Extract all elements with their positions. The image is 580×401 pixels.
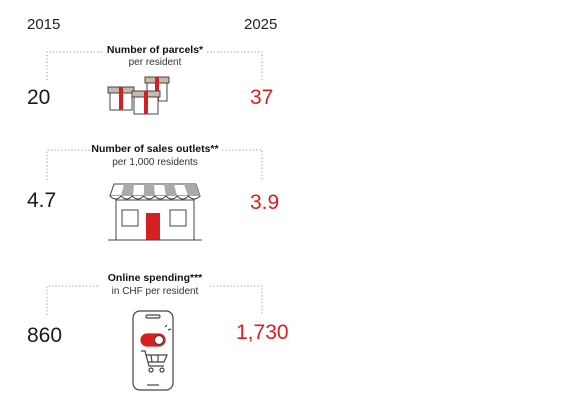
parcels-icon: [107, 76, 170, 115]
year-2015-label: 2015: [27, 16, 61, 33]
metric-online-spending: Online spending*** in CHF per resident 8…: [27, 272, 289, 391]
metric-subtitle-sales-outlets: per 1,000 residents: [112, 157, 198, 168]
metric-subtitle-parcels: per resident: [128, 57, 182, 68]
value-2015-sales-outlets: 4.7: [27, 189, 57, 212]
metric-title-online-spending: Online spending***: [107, 272, 203, 284]
storefront-icon: [108, 183, 202, 241]
value-2025-parcels: 37: [250, 86, 274, 109]
bracket-sales-outlets: [46, 149, 263, 180]
metric-title-parcels: Number of parcels*: [106, 44, 204, 56]
value-2015-parcels: 20: [27, 86, 51, 109]
value-2025-sales-outlets: 3.9: [250, 191, 280, 214]
value-2025-online-spending: 1,730: [236, 321, 289, 344]
metric-sales-outlets: Number of sales outlets** per 1,000 resi…: [0, 0, 330, 260]
metric-subtitle-online-spending: in CHF per resident: [111, 286, 199, 297]
metric-parcels: Number of parcels* per resident 20 37: [0, 0, 330, 130]
metric-title-sales-outlets: Number of sales outlets**: [91, 143, 219, 155]
bracket-online-spending: [46, 285, 263, 315]
value-2015-online-spending: 860: [27, 324, 63, 347]
smartphone-shopping-icon: [132, 310, 174, 391]
bracket-parcels: [46, 51, 263, 80]
year-2025-label: 2025: [244, 16, 278, 33]
